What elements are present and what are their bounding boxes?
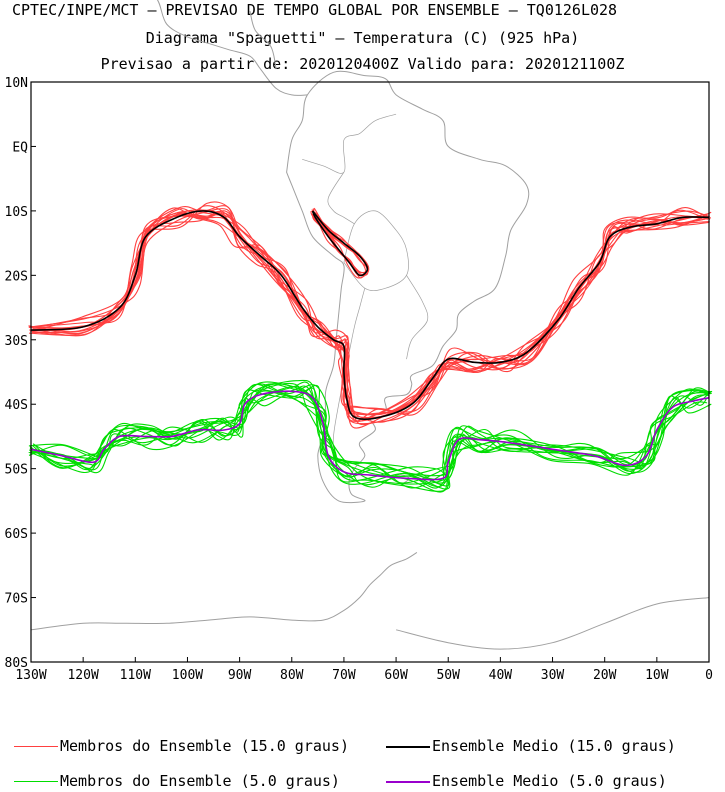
lon-tick-label: 50W — [436, 668, 460, 683]
lat-tick-label: 70S — [5, 592, 28, 607]
border-line-3 — [327, 172, 355, 225]
member-5-line — [31, 383, 711, 490]
coastline-layer — [30, 0, 710, 650]
lat-tick-label: 50S — [5, 463, 28, 478]
antarctica-coast — [30, 551, 418, 631]
border-line-0 — [343, 210, 409, 292]
legend-black-swatch — [386, 745, 430, 748]
lon-tick-label: 40W — [489, 668, 513, 683]
figure-title-line-1: CPTEC/INPE/MCT – PREVISAO DE TEMPO GLOBA… — [12, 1, 618, 19]
member-5-line — [32, 379, 712, 489]
lon-tick-label: 10W — [645, 668, 669, 683]
latitude-axis: 10N EQ 10S 20S 30S 40S 50S 60S 70S 80S — [5, 76, 36, 671]
legend-red-swatch — [14, 746, 58, 747]
figure-title-line-3: Previsao a partir de: 2020120400Z Valido… — [100, 55, 625, 73]
border-line-1 — [406, 275, 429, 360]
ensemble-mean-15-line — [30, 210, 710, 420]
lat-tick-label: 20S — [5, 269, 28, 284]
members-15-layer — [28, 201, 712, 429]
lon-tick-label: 90W — [228, 668, 252, 683]
legend-green-label: Membros do Ensemble (5.0 graus) — [60, 772, 340, 790]
legend-black-label: Ensemble Medio (15.0 graus) — [432, 737, 676, 755]
lon-tick-label: 110W — [120, 668, 151, 683]
lon-tick-label: 70W — [332, 668, 356, 683]
member-5-line — [28, 382, 708, 477]
member-5-line — [28, 385, 710, 492]
legend-purple-label: Ensemble Medio (5.0 graus) — [432, 772, 667, 790]
member-15-line — [31, 207, 710, 416]
legend-red-label: Membros do Ensemble (15.0 graus) — [60, 737, 349, 755]
lat-tick-label: 80S — [5, 656, 28, 671]
member-15-closed-contour — [310, 210, 370, 274]
caribbean-coast — [249, 10, 277, 70]
legend-black-mean: Ensemble Medio (15.0 graus) — [386, 737, 676, 755]
lon-tick-label: 20W — [593, 668, 617, 683]
south-america-coast — [286, 70, 530, 504]
legend-purple-swatch — [386, 780, 430, 783]
lat-tick-label: EQ — [12, 140, 28, 155]
legend-red-members: Membros do Ensemble (15.0 graus) — [14, 737, 349, 755]
longitude-axis: 130W 120W 110W 100W 90W 80W 70W 60W 50W 40W 30W 20W… — [15, 657, 713, 683]
member-5-line — [28, 383, 712, 485]
legend-purple-mean: Ensemble Medio (5.0 graus) — [386, 772, 667, 790]
lon-tick-label: 0 — [705, 668, 713, 683]
member-15-line — [29, 205, 707, 429]
lon-tick-label: 30W — [541, 668, 565, 683]
legend-green-members: Membros do Ensemble (5.0 graus) — [14, 772, 340, 790]
lon-tick-label: 60W — [384, 668, 408, 683]
lon-tick-label: 130W — [15, 668, 46, 683]
member-5-line — [29, 392, 708, 478]
member-15-line — [32, 209, 709, 419]
legend-green-swatch — [14, 781, 58, 782]
lat-tick-label: 60S — [5, 527, 28, 542]
lon-tick-label: 120W — [67, 668, 98, 683]
central-america-coast — [156, 0, 308, 96]
lat-tick-label: 30S — [5, 334, 28, 349]
member-5-line — [33, 381, 708, 488]
ensemble-mean-15-closed-contour — [311, 210, 369, 277]
lat-tick-label: 10N — [5, 76, 28, 91]
weddell-coast — [395, 597, 710, 650]
lat-tick-label: 10S — [5, 205, 28, 220]
map-frame — [30, 81, 710, 663]
ensemble-mean-5-line — [30, 390, 710, 481]
border-line-2 — [302, 113, 397, 174]
ensemble-mean-layer — [30, 210, 710, 481]
lat-tick-label: 40S — [5, 398, 28, 413]
figure-title-line-2: Diagrama "Spaguetti" – Temperatura (C) (… — [145, 29, 580, 47]
lon-tick-label: 80W — [280, 668, 304, 683]
lon-tick-label: 100W — [172, 668, 203, 683]
